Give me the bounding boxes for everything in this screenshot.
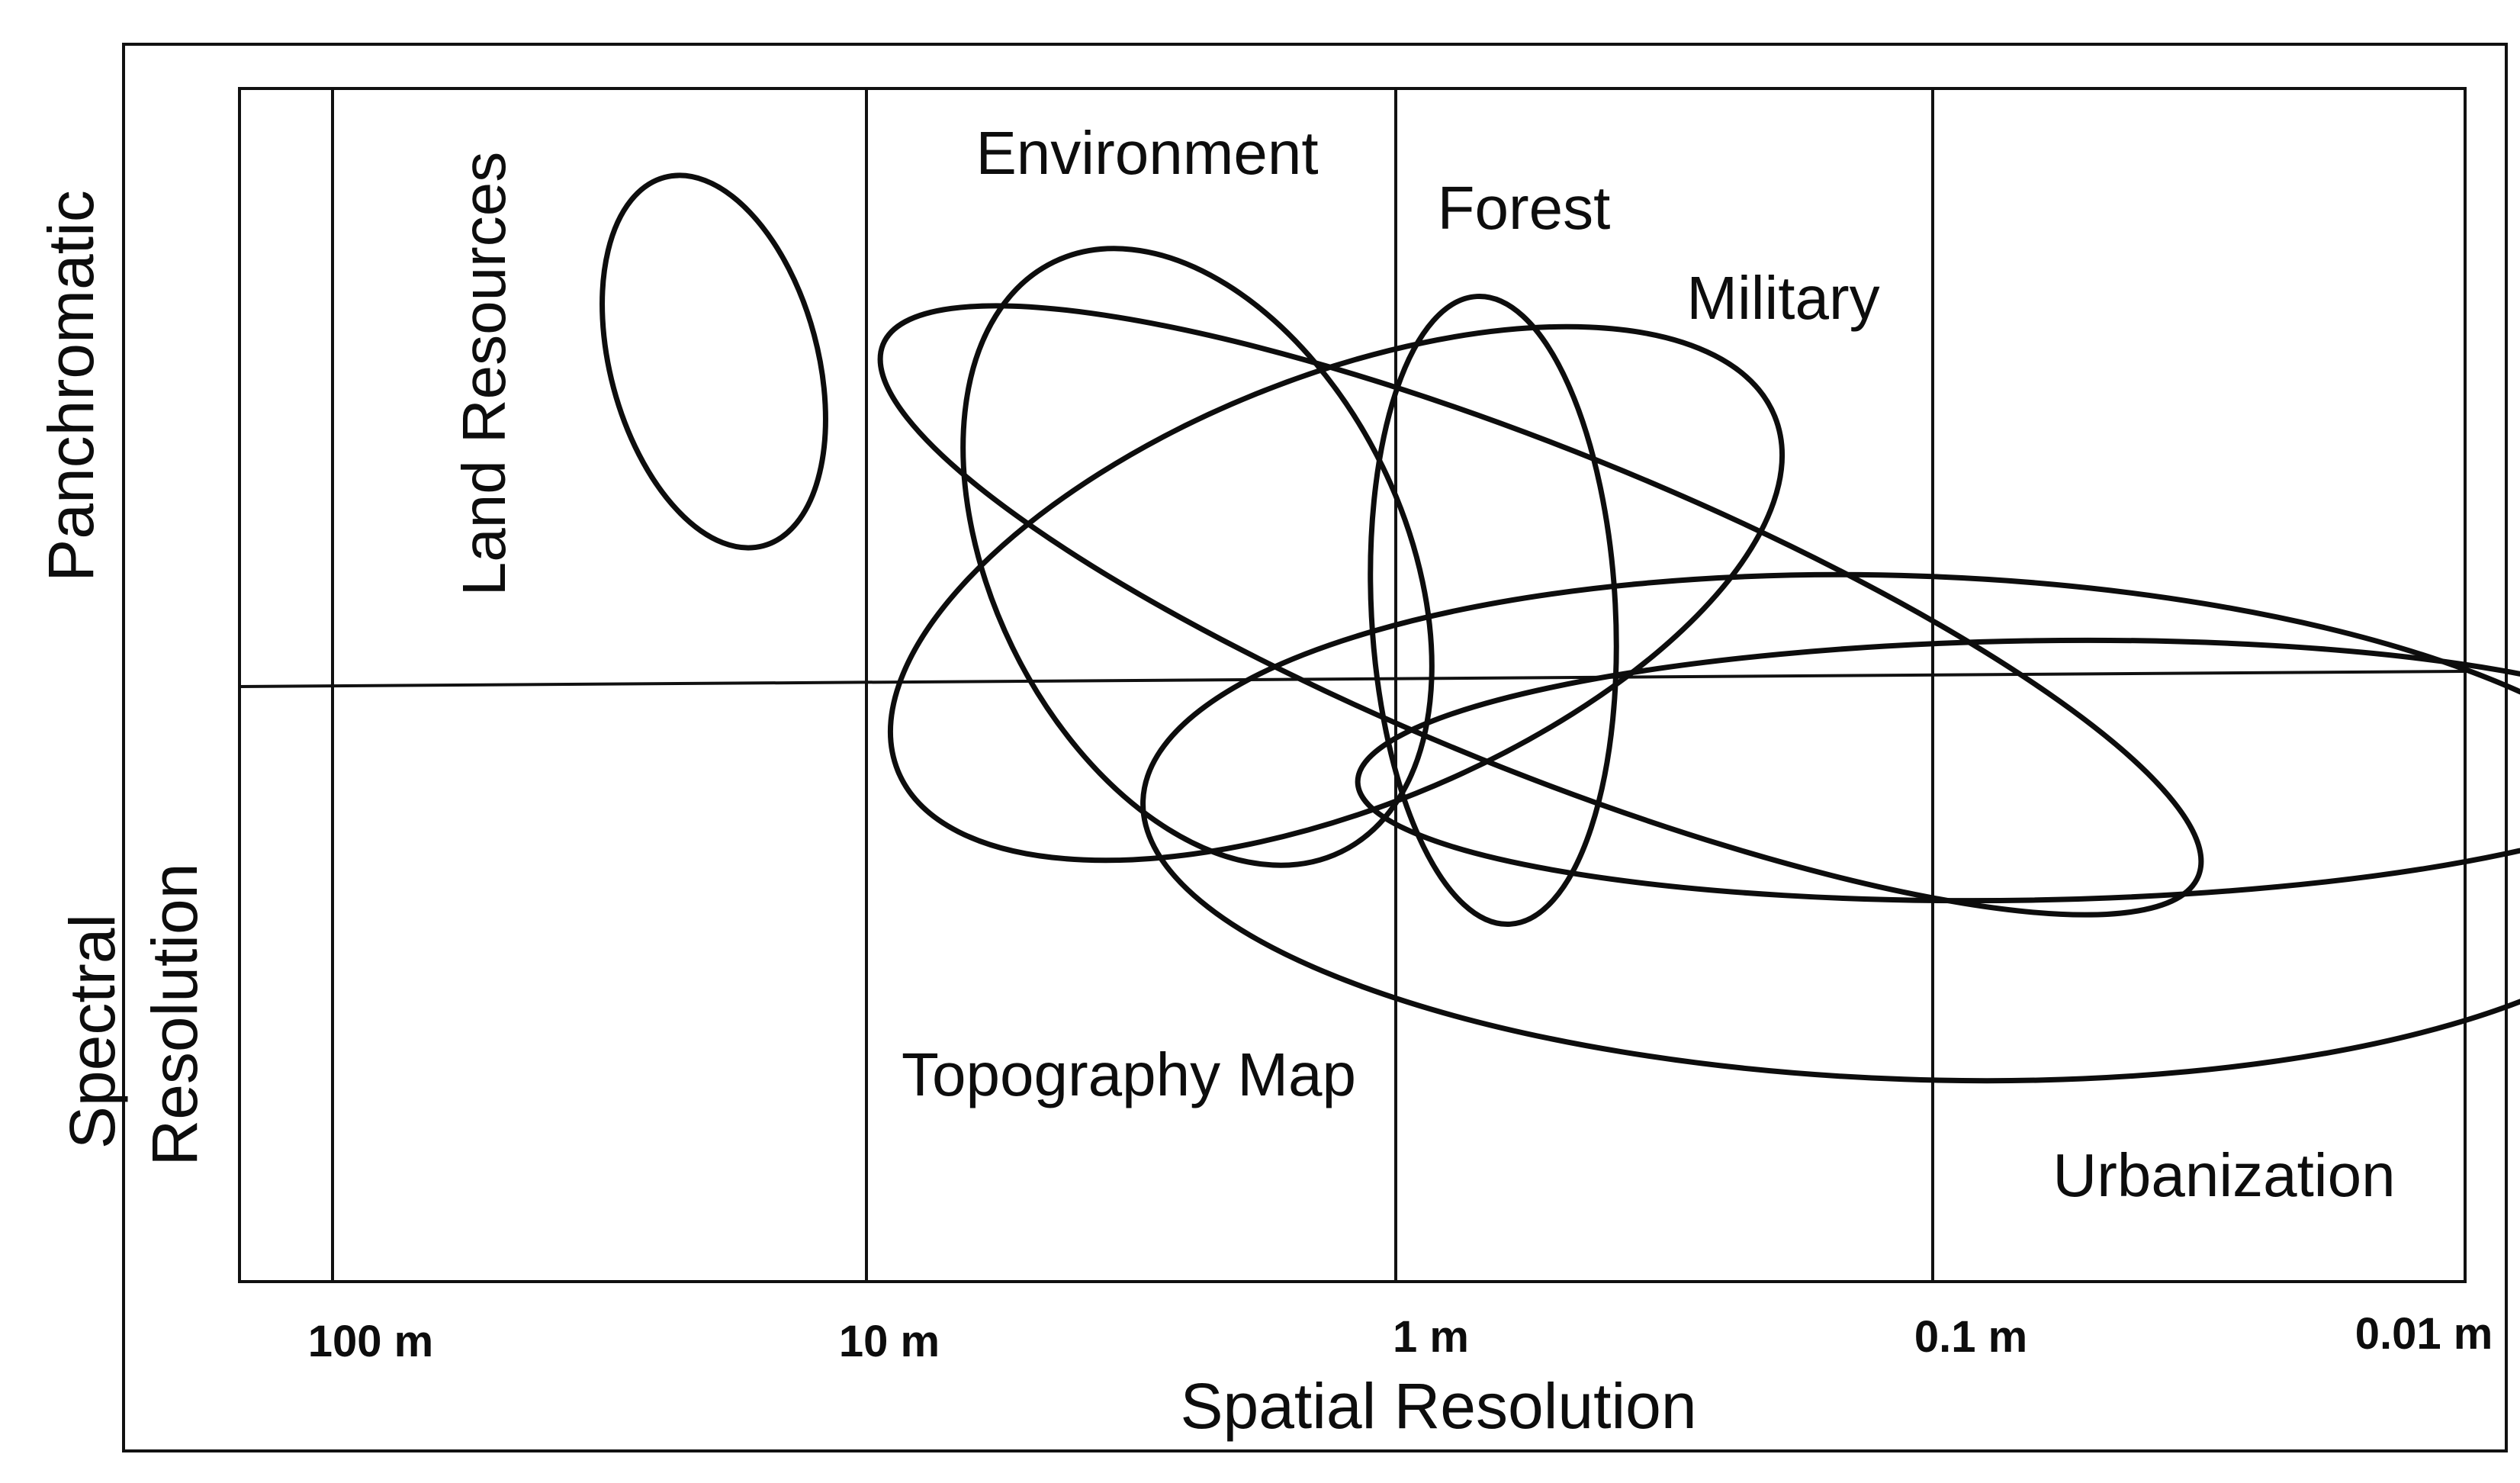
land-resources-label: Land Resources: [450, 152, 518, 597]
x-tick-100m: 100 m: [308, 1317, 433, 1366]
x-axis-title: Spatial Resolution: [1180, 1370, 1696, 1442]
y-label-resolution: Resolution: [139, 864, 211, 1166]
panchromatic-divider: [239, 670, 2466, 688]
land-resources-region: [599, 172, 828, 551]
x-tick-1m: 1 m: [1393, 1312, 1469, 1362]
military-region: [888, 323, 1785, 864]
y-label-spectral: Spectral: [56, 914, 128, 1149]
urbanization-outer-region: [1140, 571, 2520, 1084]
y-label-panchromatic: Panchromatic: [35, 190, 107, 582]
environment-label: Environment: [976, 119, 1318, 187]
urbanization-inner-region: [1355, 637, 2520, 904]
forest-label: Forest: [1438, 174, 1611, 242]
topography-map-label: Topography Map: [902, 1041, 1356, 1108]
x-tick-10m: 10 m: [839, 1317, 940, 1366]
forest-region: [1368, 293, 1619, 928]
x-tick-0-1m: 0.1 m: [1914, 1312, 2027, 1362]
military-label: Military: [1686, 264, 1879, 332]
outer-frame: [122, 43, 2508, 1452]
topography-map-region: [877, 303, 2204, 918]
environment-region: [960, 246, 1435, 868]
urbanization-label: Urbanization: [2052, 1141, 2395, 1209]
x-tick-0-01m: 0.01 m: [2355, 1309, 2493, 1359]
